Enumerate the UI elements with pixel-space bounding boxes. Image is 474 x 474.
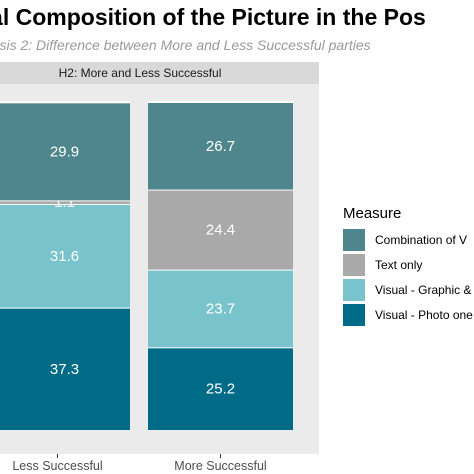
legend-swatch (343, 304, 365, 326)
legend-label: Text only (375, 258, 422, 272)
bar-value-label: 26.7 (206, 138, 235, 155)
bar-segment-visual-photo-one (0, 307, 130, 430)
bar-segment-visual-graphic (0, 204, 130, 308)
legend-title: Measure (343, 205, 401, 222)
bar-segment-combination-of-v (148, 102, 293, 190)
bar-segment-visual-photo-one (148, 347, 293, 430)
legend-swatch (343, 229, 365, 251)
legend-label: Visual - Graphic & (375, 283, 472, 297)
chart-title: ual Composition of the Picture in the Po… (0, 4, 426, 30)
segment-separator (148, 188, 293, 191)
panel-strip-label: H2: More and Less Successful (59, 66, 222, 80)
segment-separator (0, 101, 130, 104)
legend: Measure Combination of V Text only Visual -… (343, 205, 473, 326)
bar-value-label: 29.9 (50, 143, 79, 160)
bar-segment-combination-of-v (0, 102, 130, 201)
legend-swatch (343, 279, 365, 301)
bar-value-label: 31.6 (50, 248, 79, 265)
legend-label: Visual - Photo one (375, 308, 473, 322)
bar-segment-visual-graphic (148, 269, 293, 348)
bar-segment-text-only (148, 189, 293, 270)
segment-separator (148, 101, 293, 103)
chart-subtitle: thesis 2: Difference between More and Le… (0, 37, 371, 53)
legend-label: Combination of V (375, 233, 467, 247)
bar-value-label: 25.2 (206, 381, 235, 398)
bar-value-label: 37.3 (50, 361, 79, 378)
bar-value-label: 24.4 (206, 222, 235, 239)
x-tick-label: Less Successful (12, 459, 102, 473)
bar-value-label: 23.7 (206, 300, 235, 317)
bars: 37.331.61.129.925.223.724.426.7 (0, 101, 293, 430)
legend-swatch (343, 254, 365, 276)
panel-strip (0, 62, 319, 84)
x-axis: Less Successful More Successful (12, 454, 267, 473)
bar-segment-text-only (0, 200, 130, 205)
x-tick-label: More Successful (174, 459, 266, 473)
